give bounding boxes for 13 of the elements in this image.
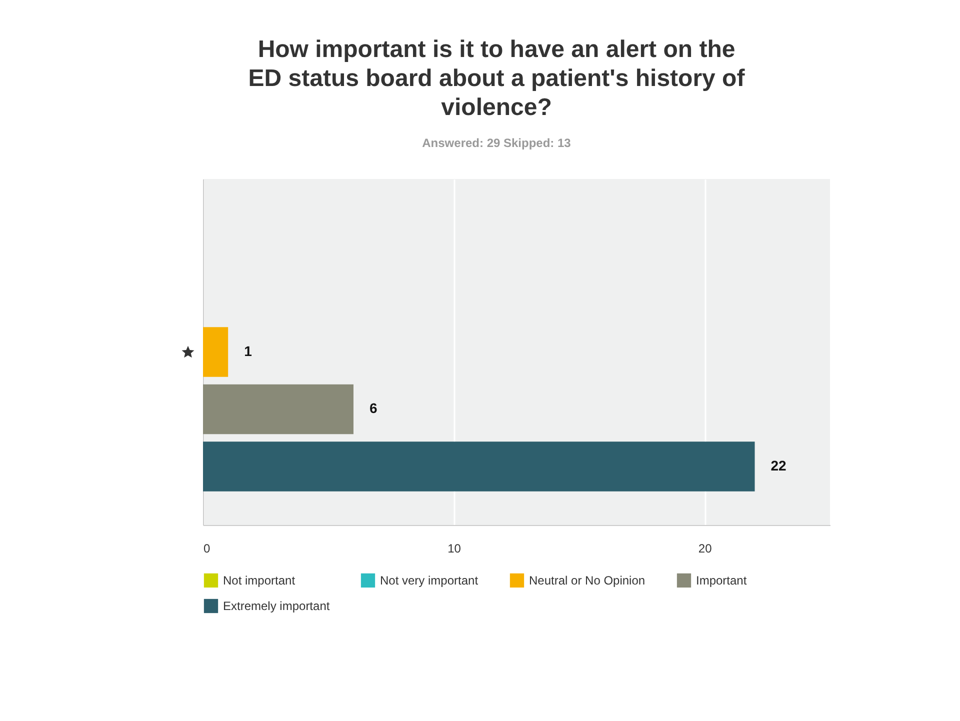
legend-label: Extremely important (223, 599, 330, 613)
chart-title: How important is it to have an alert on the ED status board about a patient's history of violence? (248, 36, 746, 121)
x-tick-label: 10 (448, 542, 462, 556)
legend-label: Important (696, 573, 748, 588)
data-label: 1 (244, 343, 252, 359)
x-tick-label: 0 (204, 542, 210, 556)
chart-subtitle: Answered: 29 Skipped: 13 (422, 136, 572, 150)
legend-label: Not important (223, 573, 296, 588)
data-label: 22 (770, 457, 787, 474)
data-label: 6 (369, 400, 378, 416)
legend-label: Not very important (380, 573, 479, 588)
x-tick-label: 20 (698, 542, 712, 556)
legend-label: Neutral or No Opinion (529, 573, 646, 588)
